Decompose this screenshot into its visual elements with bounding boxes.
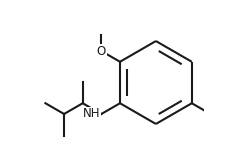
Text: NH: NH <box>83 107 100 120</box>
Text: O: O <box>97 45 106 58</box>
